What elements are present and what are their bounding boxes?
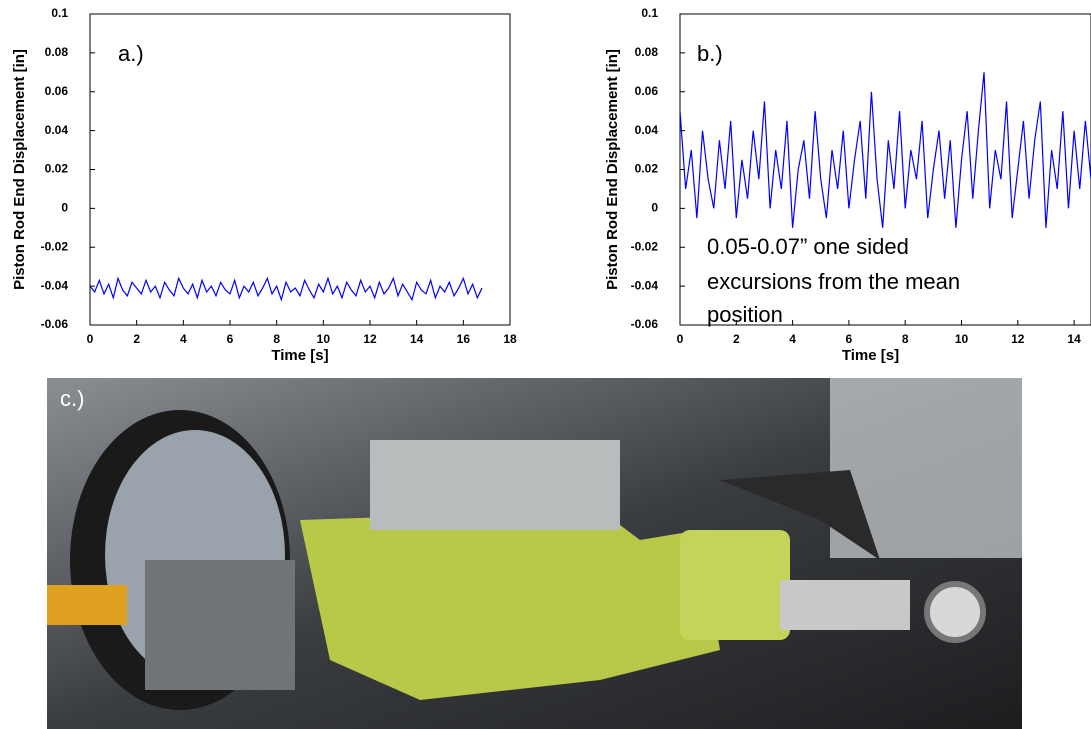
x-tick-label: 14	[410, 332, 424, 346]
x-tick-label: 12	[1011, 332, 1025, 346]
y-axis-label: Piston Rod End Displacement [in]	[604, 49, 621, 290]
y-tick-label: 0.06	[635, 84, 659, 98]
photo-actuator-body	[300, 510, 720, 700]
y-tick-label: 0.02	[635, 162, 659, 176]
x-axis-label: Time [s]	[842, 347, 899, 364]
y-tick-label: -0.04	[41, 278, 69, 292]
annotation: excursions from the mean	[707, 269, 960, 294]
y-tick-label: -0.02	[631, 239, 659, 253]
photo-label: c.)	[60, 386, 84, 411]
y-tick-label: 0.04	[635, 123, 659, 137]
x-tick-label: 6	[846, 332, 853, 346]
y-tick-label: 0.04	[45, 123, 69, 137]
chart: -0.06 -0.04 -0.02 0 0.02 0.04 0.06 0.08 0.1 0 2 4 6 8…	[11, 6, 517, 364]
annotation: a.)	[118, 41, 144, 66]
photo-cylinder	[680, 530, 790, 640]
photo: c.)	[47, 378, 1022, 729]
y-tick-label: 0.1	[641, 6, 658, 20]
x-axis-label: Time [s]	[271, 347, 328, 364]
photo-cover	[720, 470, 880, 560]
x-tick-label: 0	[87, 332, 94, 346]
annotation: position	[707, 302, 783, 327]
data-line	[680, 72, 1091, 228]
x-tick-label: 10	[955, 332, 969, 346]
photo-yellow-arm	[47, 585, 127, 625]
y-tick-label: 0.08	[635, 45, 659, 59]
photo-clamp	[145, 560, 295, 690]
x-tick-label: 4	[789, 332, 796, 346]
y-tick-label: -0.06	[631, 317, 659, 331]
x-tick-label: 10	[317, 332, 331, 346]
y-tick-label: 0	[651, 201, 658, 215]
annotation: 0.05-0.07” one sided	[707, 234, 909, 259]
x-tick-label: 18	[503, 332, 517, 346]
y-tick-label: 0.02	[45, 162, 69, 176]
y-tick-label: 0.1	[51, 6, 68, 20]
y-tick-label: 0.06	[45, 84, 69, 98]
x-tick-label: 16	[457, 332, 471, 346]
y-tick-label: -0.02	[41, 239, 69, 253]
x-tick-label: 4	[180, 332, 187, 346]
x-tick-label: 14	[1067, 332, 1081, 346]
chart: -0.06 -0.04 -0.02 0 0.02 0.04 0.06 0.08 0.1 0 2 4 6 8…	[604, 6, 1091, 364]
charts: -0.06 -0.04 -0.02 0 0.02 0.04 0.06 0.08 0.1 0 2 4 6 8…	[11, 6, 1091, 364]
x-tick-label: 12	[363, 332, 377, 346]
y-tick-label: -0.06	[41, 317, 69, 331]
x-tick-label: 0	[677, 332, 684, 346]
data-line	[90, 276, 483, 302]
y-axis-label: Piston Rod End Displacement [in]	[11, 49, 28, 290]
photo-piston-rod	[780, 580, 910, 630]
photo-electronics-box	[370, 440, 620, 530]
annotation: b.)	[697, 41, 723, 66]
x-tick-label: 2	[133, 332, 140, 346]
plot-frame	[89, 13, 511, 326]
x-tick-label: 8	[273, 332, 280, 346]
x-tick-label: 8	[902, 332, 909, 346]
y-tick-label: 0.08	[45, 45, 69, 59]
y-tick-label: 0	[61, 201, 68, 215]
y-tick-label: -0.04	[631, 278, 659, 292]
x-tick-label: 6	[227, 332, 234, 346]
photo-rod-end	[924, 581, 986, 643]
x-tick-label: 2	[733, 332, 740, 346]
